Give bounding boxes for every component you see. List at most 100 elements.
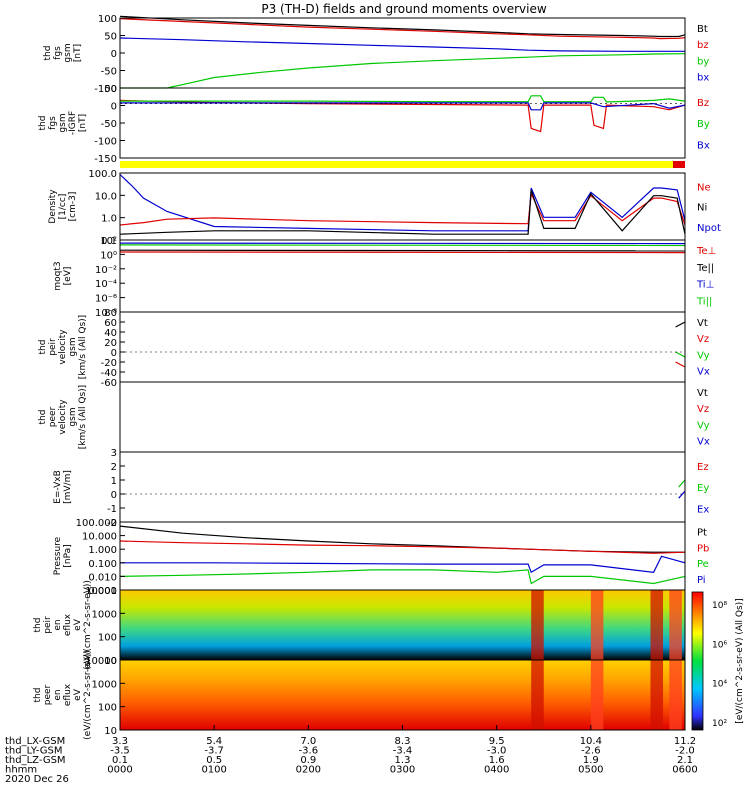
y-tick-label: 80 <box>104 308 117 319</box>
status-bar <box>120 161 673 168</box>
y-tick-label: 10 <box>104 726 117 737</box>
x-row-value: 9.5 <box>489 736 505 747</box>
legend-Vz: Vz <box>697 404 709 415</box>
plot-title: P3 (TH-D) fields and ground moments over… <box>261 2 546 16</box>
y-tick-label: 0 <box>111 102 117 113</box>
legend-Vt: Vt <box>697 318 708 329</box>
y-axis-label-line: gsm <box>68 407 78 426</box>
y-tick-label: 0.100 <box>88 559 117 570</box>
series-line-Pi <box>120 555 686 574</box>
x-row-value: 0400 <box>484 765 509 776</box>
panel-frame <box>119 311 686 383</box>
y-tick-label: 10⁻⁸ <box>95 308 117 319</box>
y-tick-label: 10.000 <box>82 532 117 543</box>
x-row-value: 0300 <box>390 765 415 776</box>
x-row-value: 10.4 <box>580 736 602 747</box>
x-row-value: 3.3 <box>112 736 128 747</box>
y-axis-label: thd peer en eflux eV (eV/(cm^2-s-sr-eV)) <box>33 650 93 740</box>
spectrogram-burst <box>669 660 682 730</box>
legend-Vx: Vx <box>697 367 710 378</box>
x-row-value: 0.5 <box>206 755 222 766</box>
legend-Ni: Ni <box>697 203 707 214</box>
legend-Ti⊥: Ti⊥ <box>696 280 714 291</box>
y-axis-label-line: velocity <box>58 399 68 435</box>
x-row-value: -3.0 <box>487 746 507 757</box>
x-date: 2020 Dec 26 <box>5 774 69 785</box>
series-line-bz <box>119 18 686 40</box>
x-row-value: 0600 <box>672 765 697 776</box>
y-axis-label-line: [cm-3] <box>68 192 78 222</box>
x-row-value: -3.4 <box>393 746 413 757</box>
x-row-value: 11.2 <box>674 736 696 747</box>
y-axis-label-line: eV <box>73 688 83 701</box>
legend-bz: bz <box>697 40 709 51</box>
panel-density: 100.0 10.0 1.0 0.1 Density [1/cc] [cm-3] Ne Ni Np… <box>48 169 721 247</box>
y-axis-label: thd fgs gsm [nT] <box>43 43 83 62</box>
y-tick-label: -100 <box>94 84 117 95</box>
y-axis-label-line: gsm <box>58 113 68 132</box>
series-line-by <box>120 53 686 89</box>
colorbar-tick: 10⁸ <box>712 601 727 611</box>
y-axis-label: thd peer velocity gsm [km/s (All Qs)] <box>38 385 88 449</box>
x-row-value: 1.6 <box>489 755 505 766</box>
series-line-bx <box>119 37 685 52</box>
y-tick-label: 1000 <box>92 609 117 620</box>
series-line-Ni <box>119 189 686 235</box>
panel-pressure: 100.000 10.000 1.000 0.100 0.010 0.001 Pressur… <box>53 518 709 597</box>
legend-Ey: Ey <box>697 483 709 494</box>
y-axis-label-line: (eV/(cm^2-s-sr-eV)) <box>83 650 93 740</box>
y-tick-label: 1.000 <box>88 545 117 556</box>
panel-frame <box>119 451 686 523</box>
legend-Npot: Npot <box>697 223 721 234</box>
legend-Vz: Vz <box>697 334 709 345</box>
y-axis-label-line: [km/s (All Qs)] <box>78 385 88 449</box>
series-line-Te⊥ <box>119 251 686 254</box>
x-row-value: 7.0 <box>300 736 316 747</box>
x-row-value: 1.3 <box>395 755 411 766</box>
series-line-Ne <box>119 191 686 226</box>
y-axis-label: E=-VxB [mV/m] <box>53 470 73 504</box>
panel-fgs_dsl: 50 0 -50 -100 -150 thd fgs gsm -IGRF [nT] Bz By Bx <box>38 84 710 165</box>
y-tick-label: -50 <box>101 119 117 130</box>
spectrogram-burst <box>650 590 664 660</box>
legend-Vy: Vy <box>697 420 710 431</box>
y-axis-label-line: [1/cc] <box>58 194 68 220</box>
x-row-value: -3.6 <box>299 746 319 757</box>
y-tick-label: -20 <box>101 358 117 369</box>
y-axis-label-line: peer <box>43 684 53 705</box>
x-row-value: 0000 <box>107 765 132 776</box>
legend-Bx: Bx <box>697 140 710 151</box>
panel-peir_spectrogram: 10000 1000 100 10 thd peir en eflux eV (eV/(cm^2-… <box>33 580 686 670</box>
y-axis-label: thd fgs gsm -IGRF [nT] <box>38 111 88 135</box>
colorbar-label-text: [eV/(cm^2-s-sr-eV) (All Qs)] <box>735 598 745 723</box>
y-axis-label-line: thd <box>38 340 48 355</box>
y-tick-label: -40 <box>101 368 117 379</box>
x-row-value: -3.7 <box>204 746 224 757</box>
colorbar-label: [eV/(cm^2-s-sr-eV) (All Qs)] <box>735 598 745 723</box>
y-axis-label-line: fgs <box>53 46 63 60</box>
spectrogram-burst <box>650 660 664 730</box>
y-axis-label-line: thd <box>33 688 43 703</box>
y-tick-label: 10⁻⁴ <box>95 279 117 290</box>
legend-Ne: Ne <box>697 182 711 193</box>
status-bar-end <box>673 161 685 168</box>
legend-Pi: Pi <box>697 575 706 586</box>
y-axis-label-line: thd <box>38 410 48 425</box>
y-axis-label-line: fgs <box>48 116 58 130</box>
series-line-By <box>120 95 686 103</box>
y-tick-label: 100 <box>98 703 117 714</box>
y-axis-label-line: thd <box>43 46 53 61</box>
y-tick-label: 50 <box>104 32 117 43</box>
x-row-value: 2.1 <box>677 755 693 766</box>
y-axis-label-line: [km/s (All Qs)] <box>78 315 88 379</box>
y-tick-label: 50 <box>104 84 117 95</box>
y-axis-label: moqt3 [eV] <box>53 261 73 290</box>
y-tick-label: 1000 <box>92 679 117 690</box>
y-tick-label: 0 <box>111 348 117 359</box>
y-axis-label-line: eV <box>73 618 83 631</box>
legend-Te⊥: Te⊥ <box>696 246 716 257</box>
y-axis-label-line: peir <box>48 338 58 356</box>
series-line-Ti⊥ <box>119 242 686 245</box>
